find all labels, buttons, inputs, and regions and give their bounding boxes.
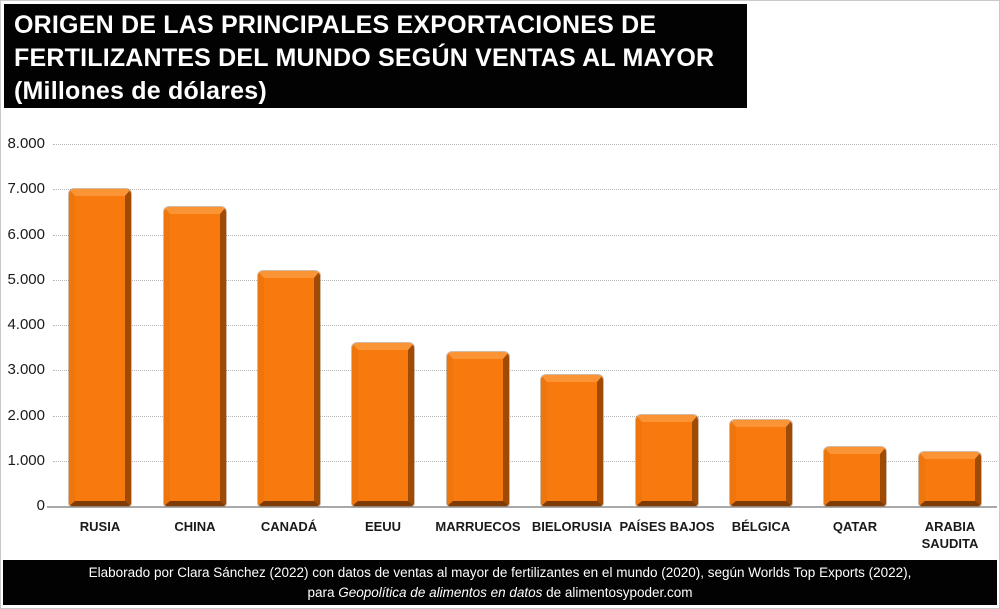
footer-line-2: para Geopolítica de alimentos en datos d… [3,583,997,603]
y-tick-label-3000: 3.000 [7,361,45,379]
x-label-canad: CANADÁ [260,519,318,534]
x-label-marruecos: MARRUECOS [435,519,521,534]
bar-marruecos [447,352,509,506]
gridline-2000 [53,415,997,417]
footer-source-title: Geopolítica de alimentos en datos [338,585,543,600]
y-tick-label-1000: 1.000 [7,451,45,469]
bar-arabia-saudita [919,452,981,506]
gridline-1000 [53,460,997,462]
bar-rusia [69,189,131,506]
gridline-7000 [53,189,997,191]
y-tick-label-2000: 2.000 [7,406,45,424]
bar-canad [258,271,320,506]
y-tick-label-8000: 8.000 [7,135,45,152]
bar-b-lgica [730,420,792,506]
gridline-3000 [53,370,997,372]
x-label-eeuu: EEUU [364,519,402,534]
x-label-qatar: QATAR [832,519,878,534]
x-label-china: CHINA [174,519,216,534]
y-tick-label-7000: 7.000 [7,180,45,198]
x-label-rusia: RUSIA [79,519,121,534]
chart-title-box: ORIGEN DE LAS PRINCIPALES EXPORTACIONES … [4,4,747,108]
x-label-bielorusia: BIELORUSIA [531,519,613,534]
x-axis-line [47,506,997,508]
bar-bielorusia [541,375,603,506]
gridline-8000 [53,144,997,145]
footer-line-1: Elaborado por Clara Sánchez (2022) con d… [88,565,912,580]
attribution-footer: Elaborado por Clara Sánchez (2022) con d… [3,560,997,605]
bar-qatar [824,447,886,506]
gridline-4000 [53,325,997,326]
bar-china [164,207,226,506]
footer-line-2-prefix: para [307,585,339,600]
y-tick-label-4000: 4.000 [7,316,45,333]
chart-title-line-2: FERTILIZANTES DEL MUNDO SEGÚN VENTAS AL … [14,44,715,72]
y-tick-label-6000: 6.000 [7,225,45,243]
bar-pa-ses-bajos [636,415,698,506]
footer-line-2-suffix: de alimentosypoder.com [542,585,693,600]
y-tick-label-0: 0 [36,497,45,514]
x-label-pa-ses-bajos: PAÍSES BAJOS [619,519,715,534]
x-label-b-lgica: BÉLGICA [731,519,791,534]
y-tick-label-5000: 5.000 [7,270,45,288]
chart-title-line-3: (Millones de dólares) [14,77,267,105]
x-label-arabia-saudita: ARABIA SAUDITA [921,519,979,551]
gridline-5000 [53,279,997,281]
bar-eeuu [352,343,414,506]
chart-title-line-1: ORIGEN DE LAS PRINCIPALES EXPORTACIONES … [14,11,657,39]
gridline-6000 [53,234,997,236]
